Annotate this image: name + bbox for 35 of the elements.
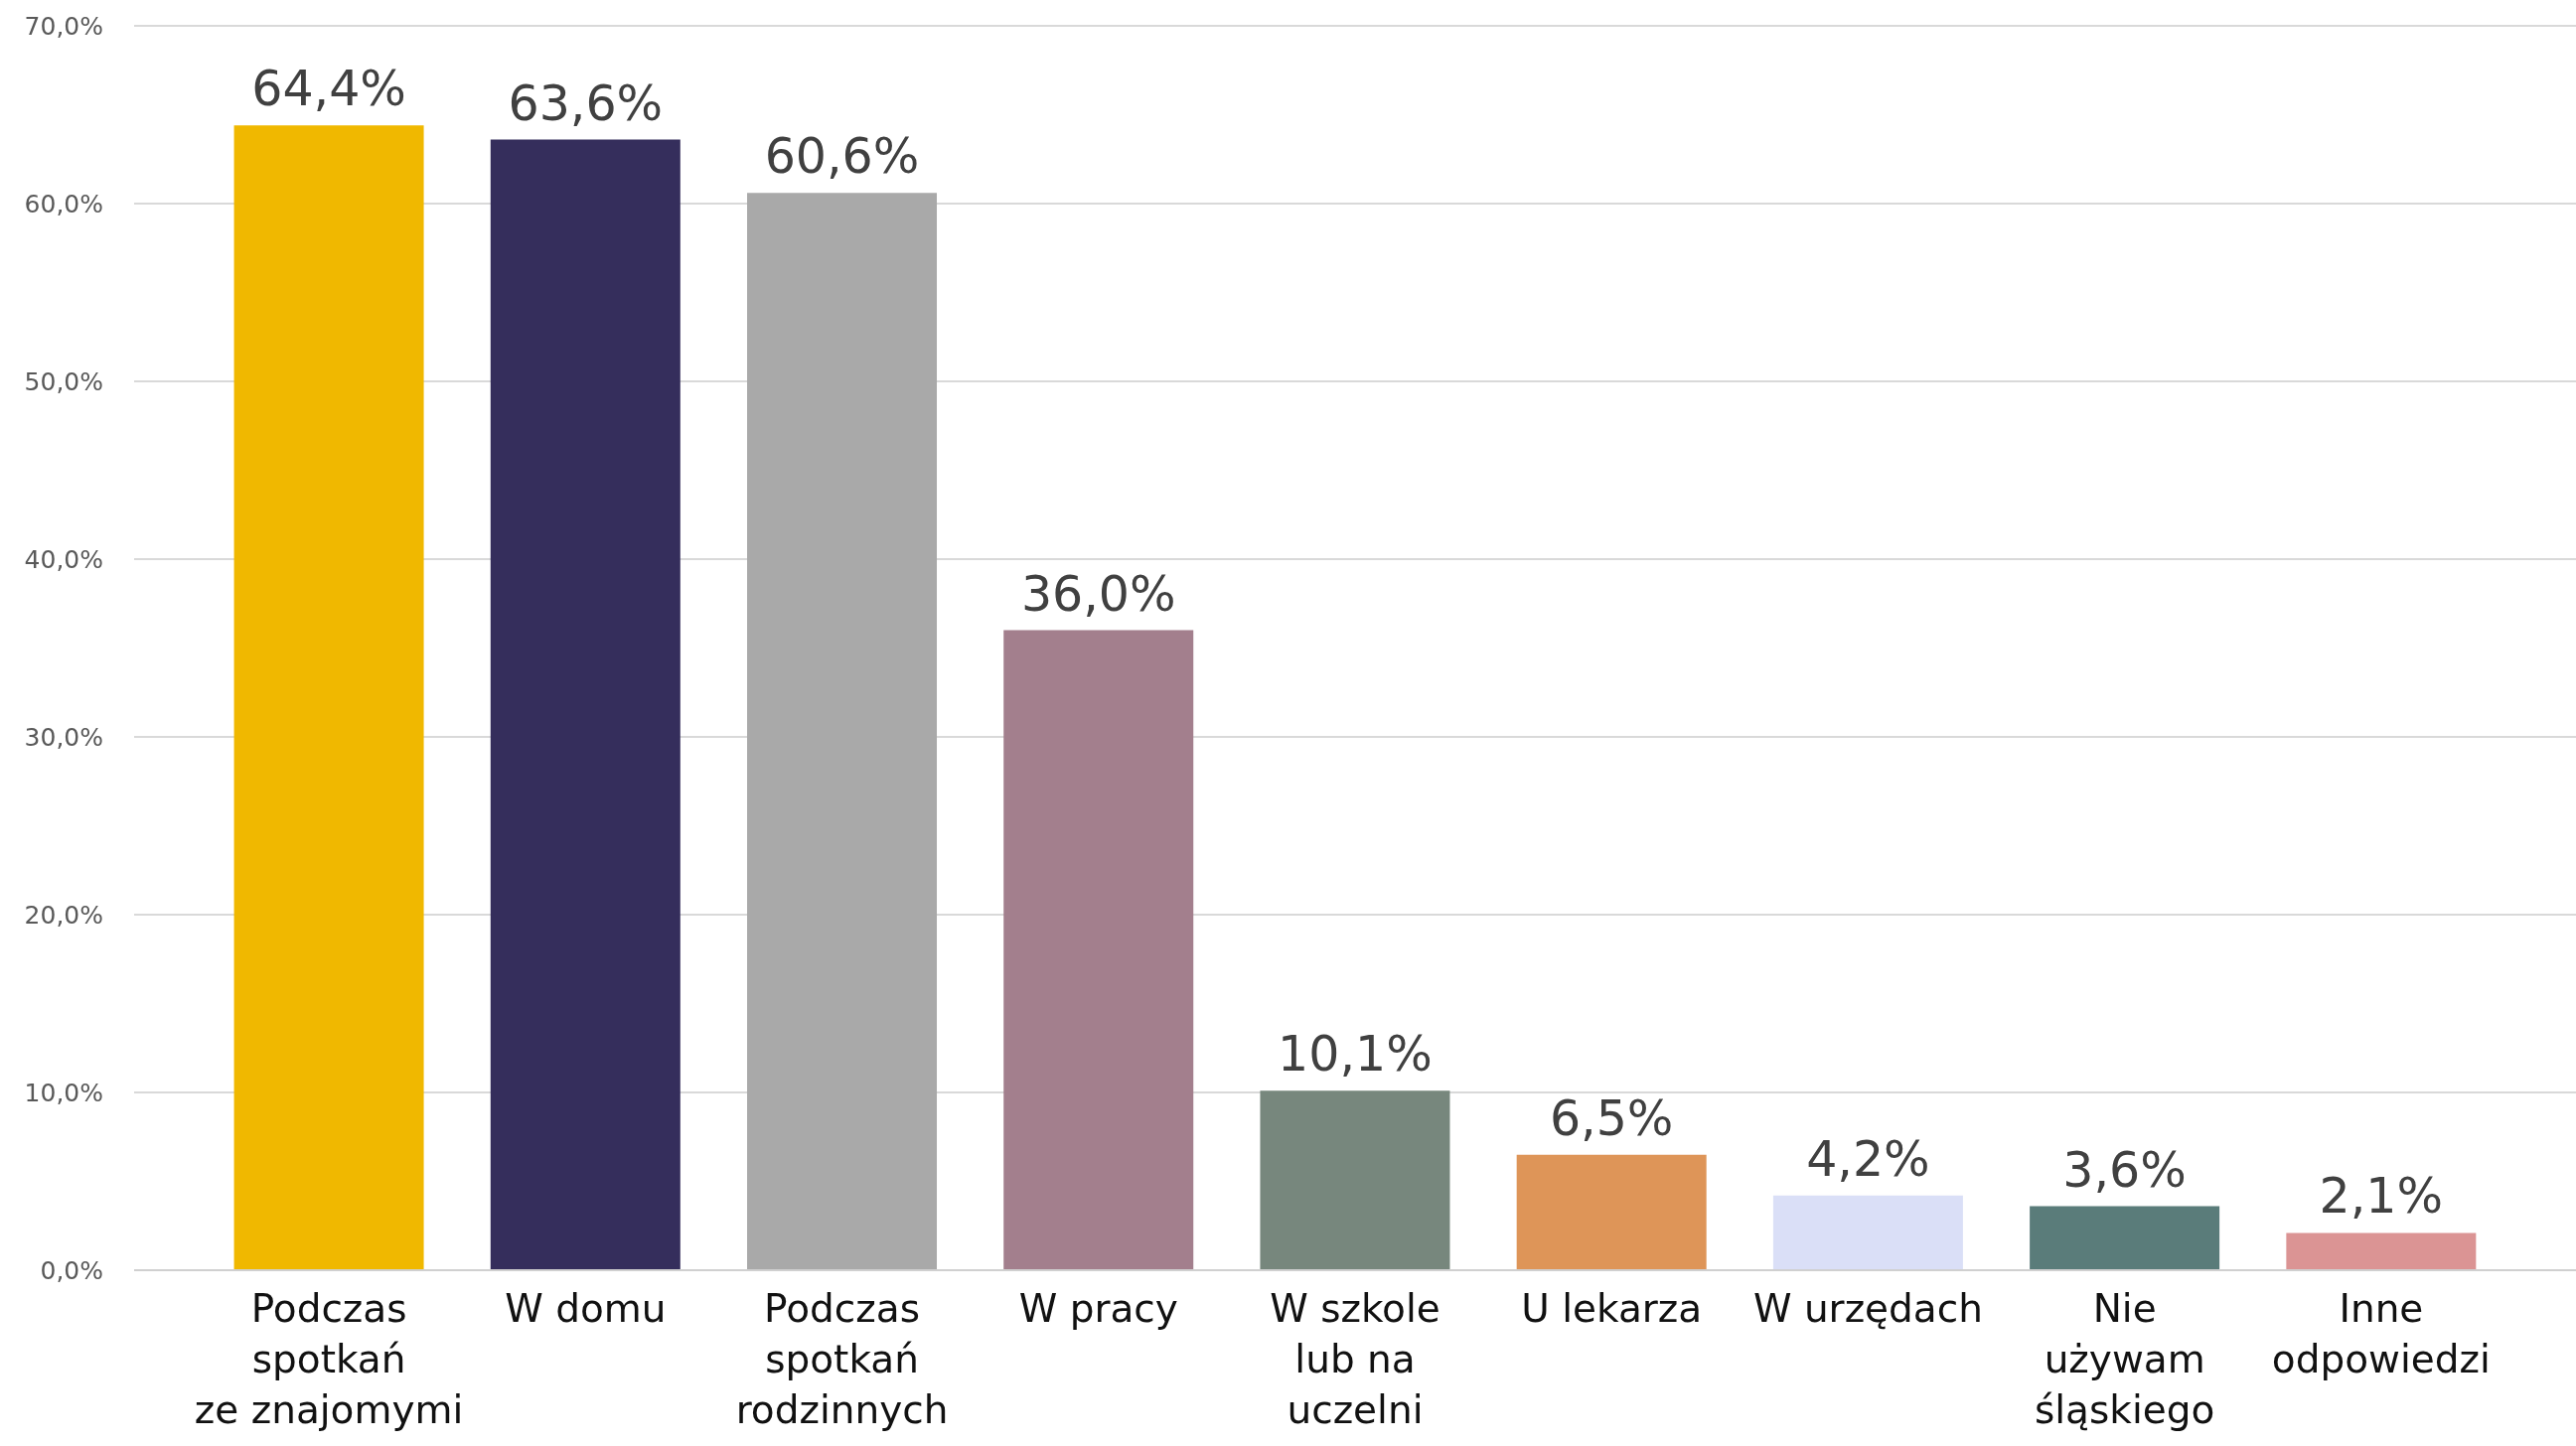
data-label: 63,6% <box>508 74 664 132</box>
x-tick-label: W pracy <box>1018 1286 1178 1331</box>
data-label: 6,5% <box>1549 1089 1674 1147</box>
data-label: 4,2% <box>1806 1130 1930 1188</box>
bar <box>1772 1195 1963 1270</box>
bar <box>2286 1232 2477 1270</box>
bar <box>747 193 938 1270</box>
x-tick-label: Podczas spotkań ze znajomymi <box>194 1286 464 1432</box>
x-tick-label: W urzędach <box>1752 1286 1983 1331</box>
y-tick-label: 60,0% <box>24 189 103 218</box>
data-label: 3,6% <box>2062 1141 2187 1199</box>
x-tick-label: Podczas spotkań rodzinnych <box>735 1286 949 1432</box>
data-label: 36,0% <box>1020 565 1176 623</box>
bar <box>233 125 424 1270</box>
x-tick-label: U lekarza <box>1521 1286 1703 1331</box>
x-tick-label: Nie używam śląskiego <box>2034 1286 2215 1432</box>
bar <box>490 139 681 1270</box>
data-label: 10,1% <box>1278 1026 1433 1084</box>
bar <box>1516 1154 1707 1270</box>
y-tick-label: 10,0% <box>24 1078 103 1107</box>
y-tick-label: 70,0% <box>24 11 103 41</box>
data-label: 2,1% <box>2319 1168 2444 1226</box>
bar <box>2030 1206 2220 1270</box>
data-label: 60,6% <box>764 128 920 186</box>
y-tick-label: 0,0% <box>40 1255 103 1285</box>
x-tick-label: Inne odpowiedzi <box>2271 1286 2491 1381</box>
x-tick-label: W szkole lub na uczelni <box>1270 1286 1440 1432</box>
bar <box>1003 630 1194 1270</box>
y-tick-label: 40,0% <box>24 544 103 574</box>
bar <box>1260 1090 1450 1270</box>
x-tick-label: W domu <box>505 1286 667 1331</box>
y-tick-label: 50,0% <box>24 366 103 396</box>
y-tick-label: 20,0% <box>24 900 103 930</box>
data-label: 64,4% <box>251 61 406 118</box>
y-tick-label: 30,0% <box>24 722 103 752</box>
